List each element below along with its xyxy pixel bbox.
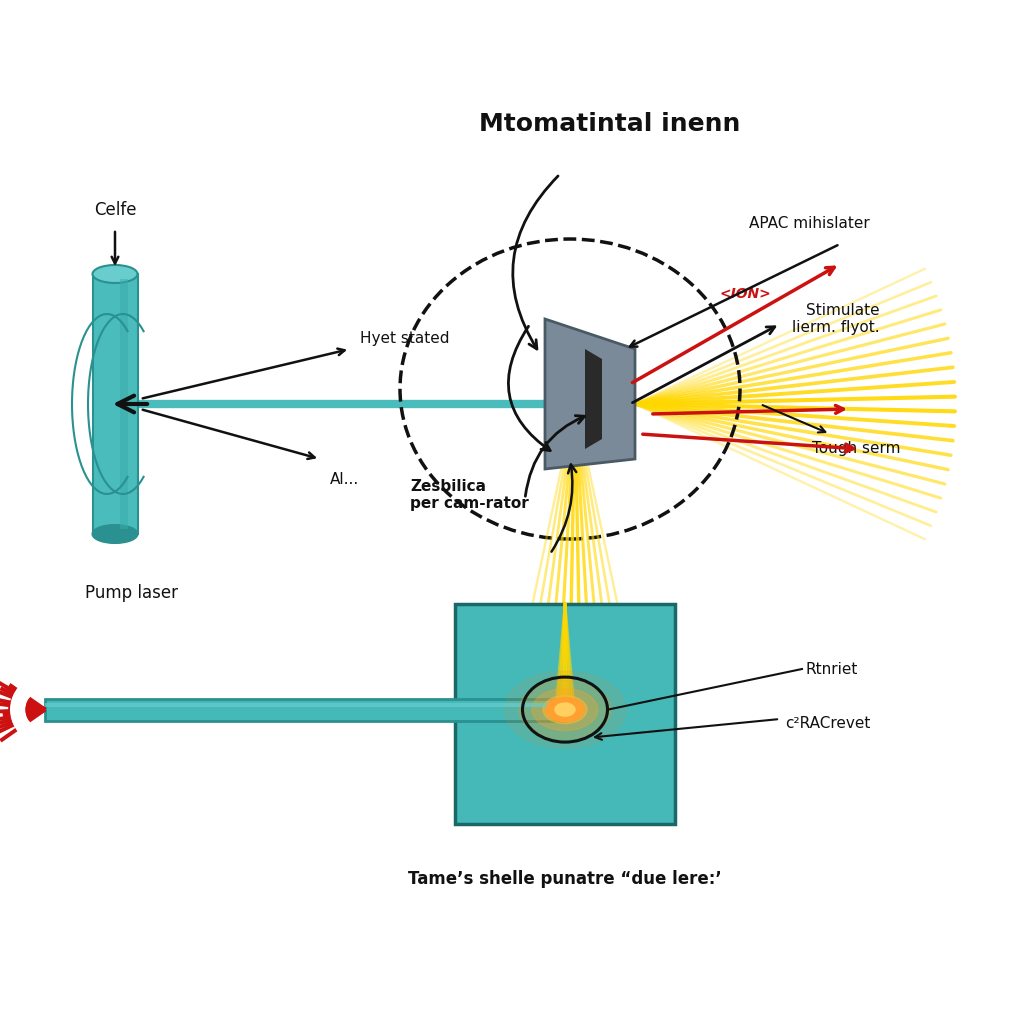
Bar bbox=[45, 703, 565, 708]
Text: c²RACrevet: c²RACrevet bbox=[785, 717, 870, 731]
Text: Al...: Al... bbox=[330, 471, 359, 486]
Text: Mtomatintal inenn: Mtomatintal inenn bbox=[479, 112, 740, 136]
Text: Stimulate
lierm. flyot.: Stimulate lierm. flyot. bbox=[793, 303, 880, 335]
Bar bbox=[92, 274, 137, 534]
Text: Tame’s shelle punatre “due lere:’: Tame’s shelle punatre “due lere:’ bbox=[409, 870, 722, 888]
Text: Zesbilica
per cam-rator: Zesbilica per cam-rator bbox=[410, 479, 528, 511]
Text: Rtnriet: Rtnriet bbox=[805, 662, 857, 677]
Text: <ION>: <ION> bbox=[720, 287, 772, 301]
Ellipse shape bbox=[543, 695, 587, 724]
Bar bbox=[455, 604, 675, 824]
Text: APAC mihislater: APAC mihislater bbox=[750, 216, 870, 231]
Ellipse shape bbox=[519, 680, 611, 739]
Text: Celfe: Celfe bbox=[94, 201, 136, 219]
Ellipse shape bbox=[92, 525, 137, 543]
Polygon shape bbox=[585, 349, 602, 449]
Polygon shape bbox=[545, 319, 635, 469]
Text: Pump laser: Pump laser bbox=[85, 584, 178, 602]
Ellipse shape bbox=[532, 688, 598, 730]
Text: Tough serm: Tough serm bbox=[811, 441, 900, 457]
Text: Hyet stated: Hyet stated bbox=[360, 332, 450, 346]
Bar bbox=[45, 698, 565, 721]
Ellipse shape bbox=[546, 697, 584, 722]
Ellipse shape bbox=[552, 701, 579, 718]
Ellipse shape bbox=[92, 265, 137, 283]
Ellipse shape bbox=[505, 671, 626, 749]
Bar bbox=[120, 279, 128, 529]
Ellipse shape bbox=[555, 703, 575, 716]
